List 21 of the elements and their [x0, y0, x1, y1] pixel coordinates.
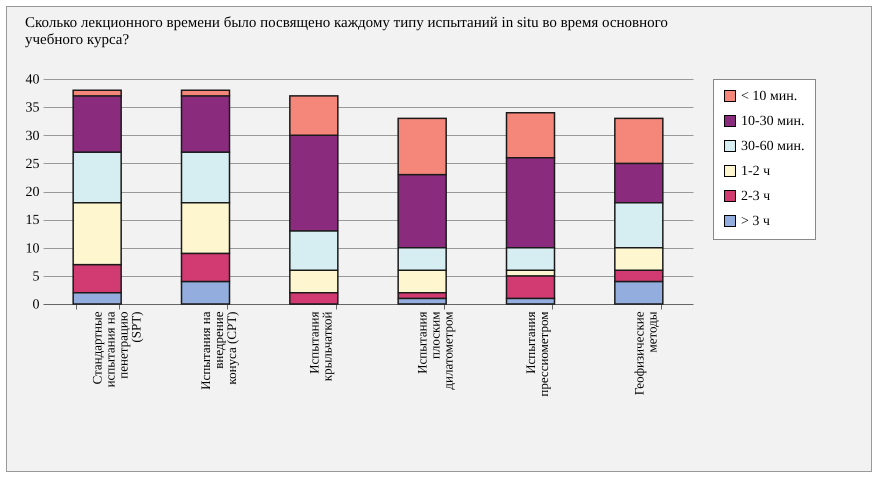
x-tick-label: Испытания крыльчаткой: [306, 311, 334, 382]
legend-label: > 3 ч: [741, 214, 770, 229]
legend-label: < 10 мин.: [741, 89, 798, 104]
y-tick-label: 40: [26, 72, 40, 88]
x-tick-label: Стандартные испытания на пенетрацию (SPT): [90, 311, 144, 388]
x-tick-label: Геофизические методы: [631, 311, 660, 396]
legend-label: 1-2 ч: [741, 164, 770, 179]
y-tick-label: 20: [26, 185, 40, 200]
x-tick-label: Испытания плоским дилатометром: [414, 311, 456, 390]
x-tick-label: Испытания на внедрение конуса (CPT): [198, 311, 239, 390]
y-tick-label: 0: [32, 298, 40, 312]
y-tick-label: 35: [26, 100, 40, 116]
y-tick-label: 5: [32, 269, 40, 284]
y-tick-label: 10: [26, 241, 40, 256]
legend-label: 30-60 мин.: [741, 139, 805, 154]
legend-label: 10-30 мин.: [741, 114, 805, 129]
y-tick-label: 25: [26, 156, 40, 172]
y-tick-label: 30: [26, 128, 40, 144]
chart-title: Сколько лекционного времени было посвящено каждому типу испытаний in situ во время основного учебного курса?: [25, 15, 668, 48]
y-tick-label: 15: [26, 213, 40, 228]
legend-label: 2-3 ч: [741, 189, 770, 204]
